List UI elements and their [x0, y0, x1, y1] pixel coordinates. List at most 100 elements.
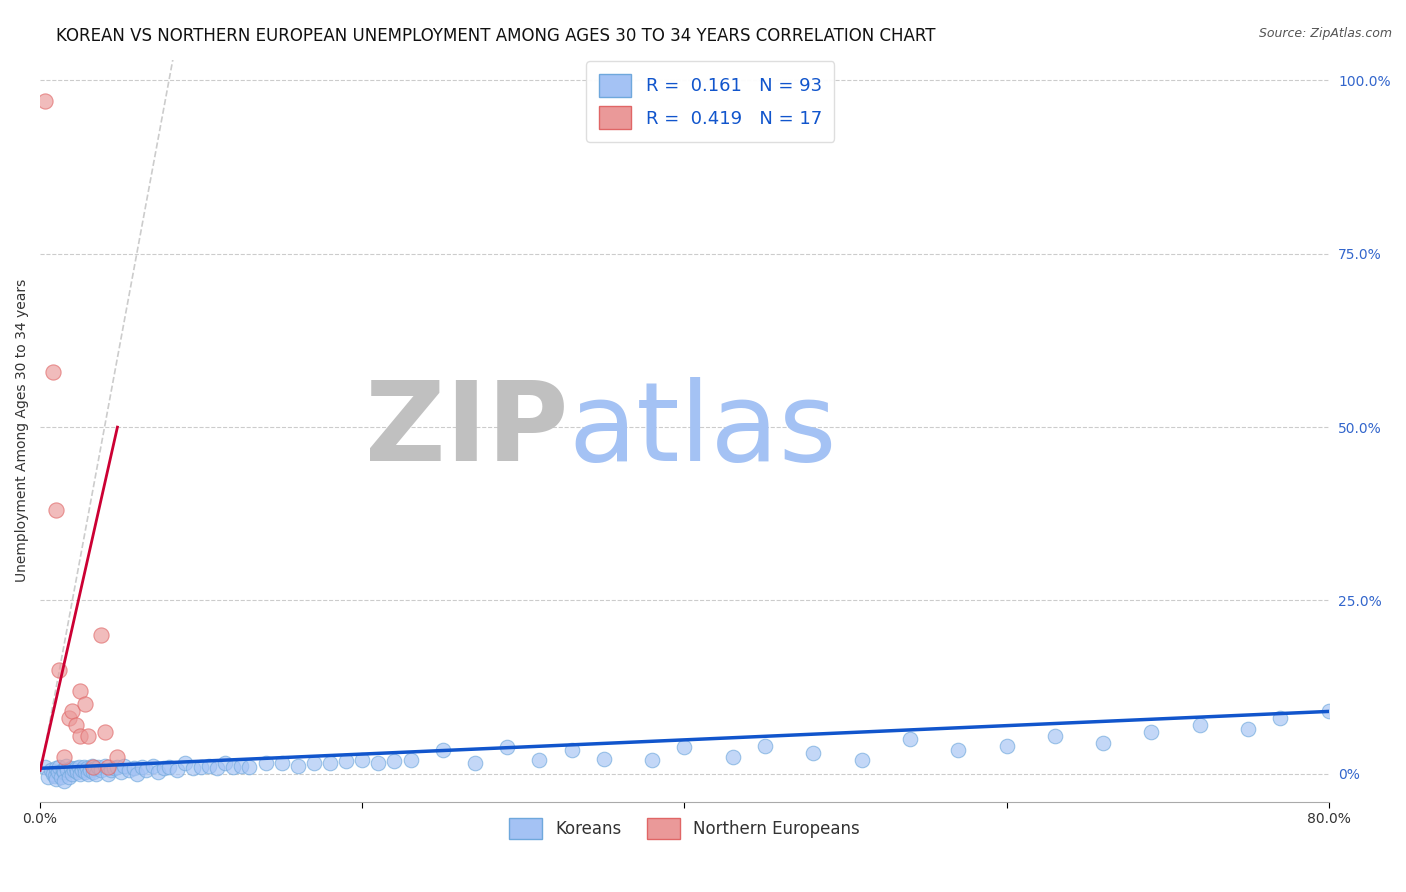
Point: [103, 761, 125, 775]
Point: [48, 760, 70, 774]
Point: [146, 764, 169, 779]
Point: [142, 758, 165, 772]
Point: [65, 718, 87, 732]
Point: [53, 749, 76, 764]
Point: [65, 761, 87, 775]
Point: [90, 764, 112, 778]
Point: [82, 760, 104, 774]
Text: atlas: atlas: [568, 377, 837, 484]
Point: [529, 753, 551, 767]
Point: [45, 503, 67, 517]
Point: [1188, 718, 1211, 732]
Text: KOREAN VS NORTHERN EUROPEAN UNEMPLOYMENT AMONG AGES 30 TO 34 YEARS CORRELATION C: KOREAN VS NORTHERN EUROPEAN UNEMPLOYMENT…: [56, 27, 936, 45]
Point: [87, 760, 110, 774]
Point: [69, 683, 91, 698]
Point: [948, 742, 970, 756]
Point: [384, 755, 406, 769]
Point: [45, 772, 67, 787]
Point: [319, 756, 342, 771]
Point: [72, 760, 94, 774]
Legend: Koreans, Northern Europeans: Koreans, Northern Europeans: [502, 812, 866, 846]
Point: [352, 753, 374, 767]
Point: [93, 758, 115, 772]
Point: [90, 628, 112, 642]
Y-axis label: Unemployment Among Ages 30 to 34 years: Unemployment Among Ages 30 to 34 years: [15, 279, 30, 582]
Point: [1237, 722, 1260, 736]
Point: [63, 764, 86, 778]
Point: [60, 705, 83, 719]
Point: [93, 725, 115, 739]
Point: [302, 756, 325, 771]
Point: [110, 764, 132, 779]
Point: [70, 764, 93, 778]
Point: [1270, 711, 1292, 725]
Point: [238, 760, 260, 774]
Point: [131, 760, 153, 774]
Point: [287, 758, 309, 772]
Point: [122, 761, 145, 775]
Point: [58, 770, 80, 784]
Point: [214, 756, 236, 771]
Point: [59, 761, 82, 775]
Point: [125, 767, 148, 781]
Point: [80, 758, 103, 772]
Point: [254, 756, 277, 771]
Point: [135, 764, 157, 778]
Point: [86, 767, 108, 781]
Point: [34, 760, 56, 774]
Point: [1140, 725, 1163, 739]
Point: [673, 740, 696, 755]
Point: [721, 749, 744, 764]
Point: [52, 764, 75, 778]
Point: [181, 761, 204, 775]
Text: Source: ZipAtlas.com: Source: ZipAtlas.com: [1258, 27, 1392, 40]
Point: [754, 739, 776, 753]
Point: [561, 742, 583, 756]
Point: [37, 770, 59, 784]
Point: [75, 698, 97, 712]
Point: [58, 711, 80, 725]
Point: [69, 767, 91, 781]
Point: [592, 751, 614, 765]
Point: [995, 739, 1018, 753]
Point: [1043, 729, 1066, 743]
Point: [42, 767, 65, 781]
Point: [77, 767, 100, 781]
Point: [97, 767, 120, 781]
Point: [112, 758, 135, 772]
Point: [270, 756, 292, 771]
Point: [335, 755, 357, 769]
Point: [190, 760, 212, 774]
Point: [1317, 705, 1340, 719]
Point: [55, 758, 77, 772]
Point: [42, 365, 65, 379]
Point: [53, 773, 76, 788]
Point: [641, 753, 664, 767]
Point: [153, 761, 176, 775]
Point: [496, 740, 519, 755]
Point: [45, 761, 67, 775]
Point: [44, 769, 66, 783]
Point: [41, 764, 63, 778]
Point: [76, 761, 98, 775]
Point: [49, 770, 72, 784]
Point: [367, 756, 389, 771]
Point: [157, 760, 180, 774]
Point: [66, 764, 89, 779]
Point: [231, 758, 253, 772]
Point: [34, 94, 56, 108]
Point: [82, 764, 104, 779]
Point: [69, 729, 91, 743]
Point: [207, 761, 229, 775]
Point: [53, 765, 76, 780]
Point: [166, 764, 188, 778]
Point: [118, 764, 141, 778]
Point: [60, 767, 83, 781]
Point: [222, 760, 245, 774]
Text: ZIP: ZIP: [366, 377, 568, 484]
Point: [107, 749, 129, 764]
Point: [67, 760, 90, 774]
Point: [399, 753, 422, 767]
Point: [83, 761, 105, 775]
Point: [79, 764, 101, 778]
